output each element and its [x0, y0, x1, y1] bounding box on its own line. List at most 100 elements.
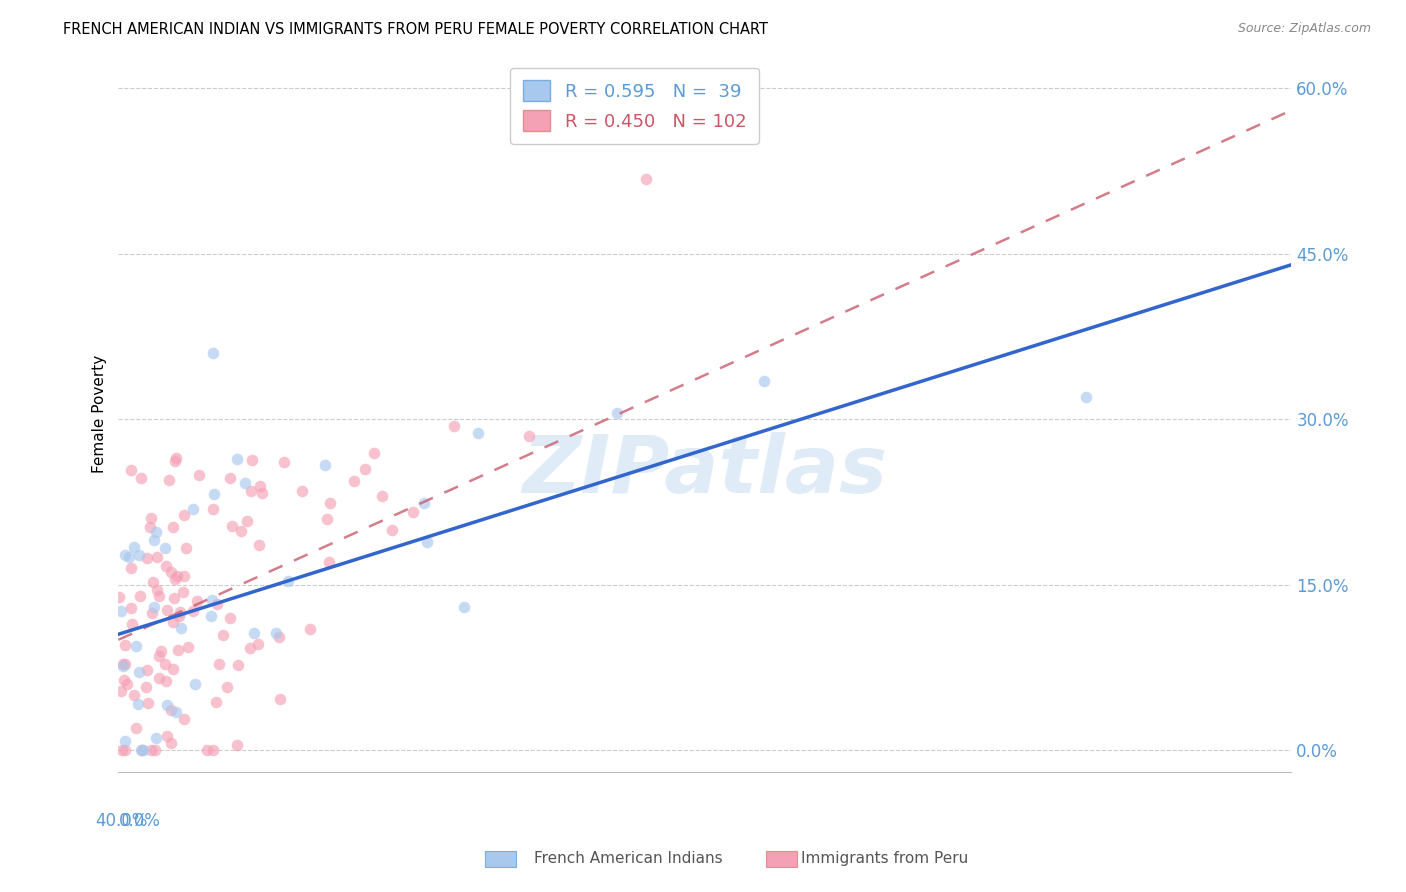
Point	[148, 648, 170, 663]
Point	[125, 639, 148, 653]
Point	[229, 524, 252, 538]
Point	[314, 458, 336, 472]
Point	[240, 453, 263, 467]
Text: ZIPatlas: ZIPatlas	[523, 432, 887, 510]
Point	[107, 591, 129, 605]
Text: 0.0%: 0.0%	[118, 812, 160, 830]
Legend: R = 0.595   N =  39, R = 0.450   N = 102: R = 0.595 N = 39, R = 0.450 N = 102	[510, 68, 759, 144]
Point	[139, 743, 162, 757]
Point	[115, 677, 138, 691]
Point	[236, 514, 259, 528]
Text: FRENCH AMERICAN INDIAN VS IMMIGRANTS FROM PERU FEMALE POVERTY CORRELATION CHART: FRENCH AMERICAN INDIAN VS IMMIGRANTS FRO…	[63, 22, 768, 37]
Point	[155, 559, 177, 574]
Point	[127, 697, 149, 711]
Point	[142, 574, 165, 589]
Point	[181, 501, 204, 516]
Point	[135, 550, 157, 565]
Point	[169, 609, 191, 624]
Point	[145, 583, 167, 598]
Point	[247, 637, 270, 651]
Point	[752, 374, 775, 388]
Point	[118, 549, 141, 564]
Point	[122, 540, 145, 554]
Point	[159, 703, 181, 717]
Point	[155, 657, 177, 672]
Point	[172, 585, 194, 599]
Point	[156, 602, 179, 616]
Point	[249, 479, 271, 493]
Point	[142, 533, 165, 547]
Point	[239, 483, 262, 498]
Y-axis label: Female Poverty: Female Poverty	[93, 354, 107, 473]
Point	[169, 605, 191, 619]
Point	[173, 508, 195, 523]
Point	[225, 451, 247, 466]
Point	[110, 604, 132, 618]
Point	[129, 743, 152, 757]
Point	[188, 467, 211, 482]
Point	[114, 638, 136, 652]
Point	[217, 680, 239, 694]
Point	[114, 673, 136, 687]
Point	[173, 712, 195, 726]
Point	[219, 611, 242, 625]
Text: Immigrants from Peru: Immigrants from Peru	[801, 851, 969, 865]
Point	[226, 657, 249, 672]
Point	[145, 743, 167, 757]
Point	[636, 172, 658, 186]
Point	[315, 512, 337, 526]
Point	[166, 643, 188, 657]
Point	[221, 518, 243, 533]
Point	[318, 555, 340, 569]
Point	[114, 657, 136, 672]
Point	[200, 608, 222, 623]
Point	[149, 643, 172, 657]
Point	[128, 549, 150, 563]
Point	[139, 520, 162, 534]
Point	[204, 695, 226, 709]
Point	[112, 658, 135, 673]
Point	[121, 617, 143, 632]
Point	[155, 698, 177, 713]
Point	[173, 569, 195, 583]
Point	[177, 640, 200, 655]
Point	[135, 663, 157, 677]
Point	[250, 486, 273, 500]
Point	[148, 589, 170, 603]
Point	[176, 541, 198, 555]
Point	[138, 696, 160, 710]
Point	[166, 568, 188, 582]
Point	[412, 495, 434, 509]
Point	[277, 574, 299, 588]
Point	[142, 600, 165, 615]
Point	[343, 475, 366, 489]
Point	[239, 641, 262, 656]
Point	[163, 591, 186, 605]
Point	[124, 688, 146, 702]
Point	[381, 523, 404, 537]
Text: Source: ZipAtlas.com: Source: ZipAtlas.com	[1237, 22, 1371, 36]
Point	[165, 450, 187, 465]
Point	[141, 606, 163, 620]
Point	[120, 561, 142, 575]
Point	[131, 470, 153, 484]
Point	[128, 589, 150, 603]
Point	[128, 665, 150, 679]
Point	[162, 615, 184, 630]
Point	[157, 474, 180, 488]
Point	[163, 454, 186, 468]
Point	[606, 406, 628, 420]
Point	[120, 601, 142, 615]
Point	[267, 630, 290, 644]
Point	[155, 541, 177, 556]
Point	[162, 662, 184, 676]
Point	[291, 484, 314, 499]
Point	[165, 572, 187, 586]
Point	[269, 691, 291, 706]
Point	[416, 535, 439, 549]
Text: French American Indians: French American Indians	[534, 851, 723, 865]
Point	[114, 548, 136, 562]
Point	[170, 622, 193, 636]
Point	[162, 520, 184, 534]
Point	[353, 462, 375, 476]
